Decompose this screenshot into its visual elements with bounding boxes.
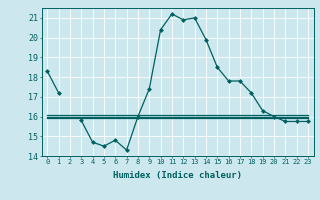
X-axis label: Humidex (Indice chaleur): Humidex (Indice chaleur)	[113, 171, 242, 180]
